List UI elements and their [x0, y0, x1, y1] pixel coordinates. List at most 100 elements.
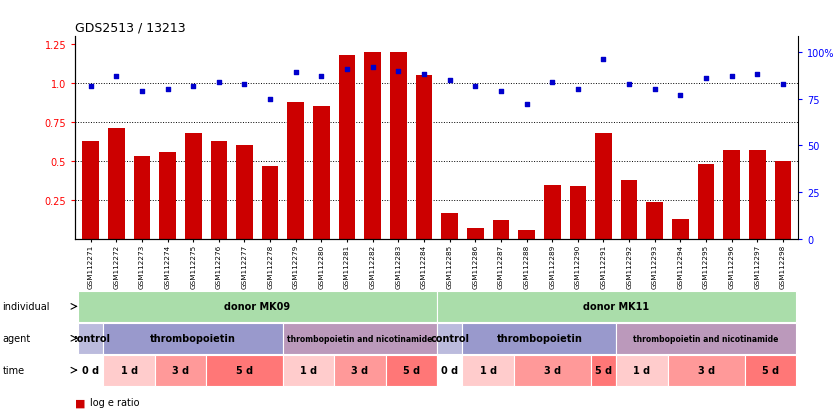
Point: [777, 81, 790, 88]
Bar: [236, 146, 252, 240]
Point: [417, 72, 431, 78]
Bar: [668, 355, 745, 386]
Bar: [544, 185, 561, 240]
Text: thrombopoietin and nicotinamide: thrombopoietin and nicotinamide: [288, 334, 432, 343]
Bar: [492, 221, 509, 240]
Bar: [288, 102, 304, 240]
Text: thrombopoietin: thrombopoietin: [497, 333, 583, 344]
Text: 0 d: 0 d: [441, 365, 458, 375]
Bar: [749, 151, 766, 240]
Point: [674, 93, 687, 99]
Text: 0 d: 0 d: [82, 365, 99, 375]
Bar: [108, 129, 125, 240]
Point: [751, 72, 764, 78]
Point: [366, 64, 380, 71]
Bar: [441, 213, 458, 240]
Text: GDS2513 / 13213: GDS2513 / 13213: [75, 21, 186, 35]
Bar: [134, 157, 150, 240]
Point: [391, 68, 405, 75]
Point: [212, 79, 226, 86]
Point: [161, 87, 174, 93]
Bar: [775, 162, 792, 240]
Text: thrombopoietin: thrombopoietin: [150, 333, 236, 344]
Text: time: time: [3, 365, 24, 375]
Bar: [262, 166, 278, 240]
Bar: [462, 355, 514, 386]
Point: [110, 74, 123, 80]
Point: [700, 76, 713, 82]
Text: 1 d: 1 d: [120, 365, 138, 375]
Point: [520, 102, 533, 108]
Bar: [159, 152, 176, 240]
Bar: [591, 355, 616, 386]
Text: 3 d: 3 d: [543, 365, 561, 375]
Point: [469, 83, 482, 90]
Bar: [390, 53, 406, 240]
Point: [340, 66, 354, 73]
Text: thrombopoietin and nicotinamide: thrombopoietin and nicotinamide: [634, 334, 779, 343]
Point: [725, 74, 738, 80]
Bar: [78, 291, 436, 322]
Point: [186, 83, 200, 90]
Bar: [616, 355, 668, 386]
Bar: [82, 142, 99, 240]
Bar: [78, 323, 104, 354]
Text: individual: individual: [3, 301, 50, 312]
Bar: [672, 219, 689, 240]
Bar: [364, 53, 381, 240]
Bar: [462, 323, 616, 354]
Bar: [616, 323, 796, 354]
Text: 5 d: 5 d: [595, 365, 612, 375]
Bar: [283, 355, 334, 386]
Bar: [104, 355, 155, 386]
Point: [263, 96, 277, 103]
Text: donor MK09: donor MK09: [224, 301, 290, 312]
Bar: [698, 165, 715, 240]
Bar: [334, 355, 385, 386]
Bar: [518, 230, 535, 240]
Point: [237, 81, 251, 88]
Bar: [621, 180, 638, 240]
Text: 3 d: 3 d: [697, 365, 715, 375]
Text: log e ratio: log e ratio: [90, 397, 140, 407]
Text: 1 d: 1 d: [480, 365, 497, 375]
Bar: [723, 151, 740, 240]
Bar: [415, 76, 432, 240]
Bar: [646, 202, 663, 240]
Bar: [514, 355, 591, 386]
Bar: [745, 355, 796, 386]
Text: control: control: [71, 333, 110, 344]
Point: [443, 77, 456, 84]
Bar: [436, 291, 796, 322]
Bar: [78, 355, 104, 386]
Text: 3 d: 3 d: [172, 365, 189, 375]
Bar: [155, 355, 206, 386]
Point: [623, 81, 636, 88]
Text: 5 d: 5 d: [403, 365, 420, 375]
Text: 3 d: 3 d: [351, 365, 369, 375]
Point: [494, 89, 507, 95]
Text: ■: ■: [75, 397, 86, 407]
Point: [289, 70, 303, 76]
Bar: [436, 355, 462, 386]
Bar: [436, 323, 462, 354]
Text: agent: agent: [3, 333, 31, 344]
Bar: [569, 187, 586, 240]
Text: 1 d: 1 d: [300, 365, 317, 375]
Text: donor MK11: donor MK11: [584, 301, 650, 312]
Text: 1 d: 1 d: [634, 365, 650, 375]
Point: [84, 83, 97, 90]
Point: [571, 87, 584, 93]
Text: 5 d: 5 d: [236, 365, 253, 375]
Bar: [104, 323, 283, 354]
Point: [597, 57, 610, 64]
Bar: [339, 56, 355, 240]
Bar: [206, 355, 283, 386]
Point: [314, 74, 328, 80]
Point: [546, 79, 559, 86]
Bar: [595, 134, 612, 240]
Bar: [283, 323, 436, 354]
Bar: [313, 107, 329, 240]
Bar: [385, 355, 436, 386]
Bar: [467, 229, 483, 240]
